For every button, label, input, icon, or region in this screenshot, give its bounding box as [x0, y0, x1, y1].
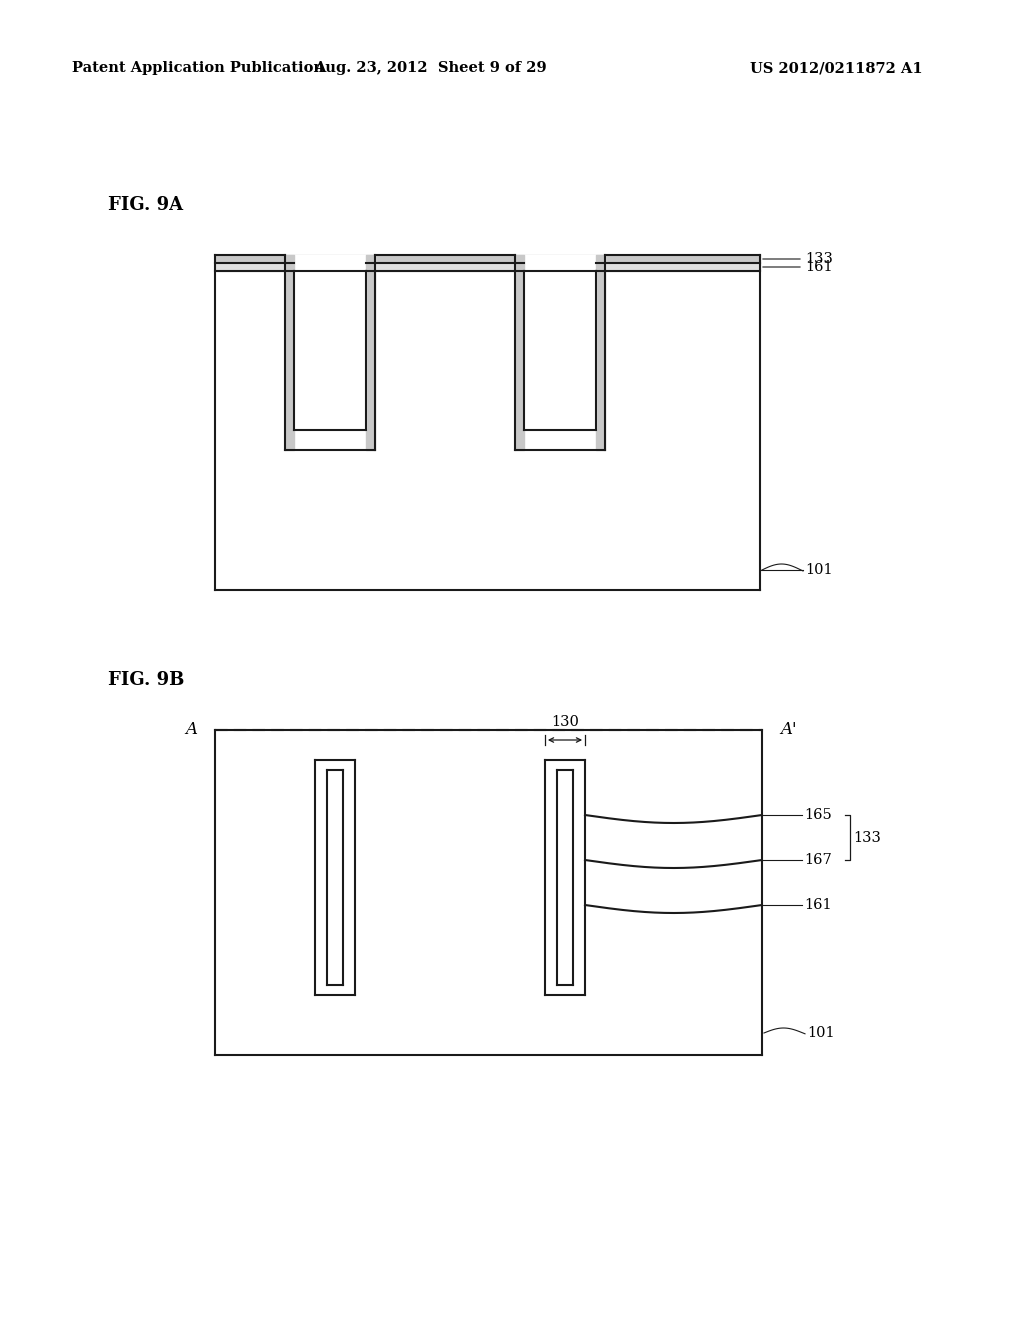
Text: US 2012/0211872 A1: US 2012/0211872 A1	[750, 61, 923, 75]
Text: 161: 161	[804, 898, 831, 912]
Text: 161: 161	[805, 260, 833, 275]
Text: 167: 167	[804, 853, 831, 867]
Text: FIG. 9B: FIG. 9B	[108, 671, 184, 689]
Text: 133: 133	[853, 830, 881, 845]
Text: FIG. 9A: FIG. 9A	[108, 195, 183, 214]
Bar	[215, 255, 760, 590]
Text: 165: 165	[804, 808, 831, 822]
Text: 133: 133	[805, 252, 833, 267]
Text: 101: 101	[805, 564, 833, 577]
Text: A: A	[185, 722, 197, 738]
Text: 130: 130	[551, 715, 579, 729]
Text: 101: 101	[807, 1026, 835, 1040]
Text: Aug. 23, 2012  Sheet 9 of 29: Aug. 23, 2012 Sheet 9 of 29	[313, 61, 547, 75]
Bar	[215, 730, 762, 1055]
Text: Patent Application Publication: Patent Application Publication	[72, 61, 324, 75]
Text: A': A'	[780, 722, 797, 738]
